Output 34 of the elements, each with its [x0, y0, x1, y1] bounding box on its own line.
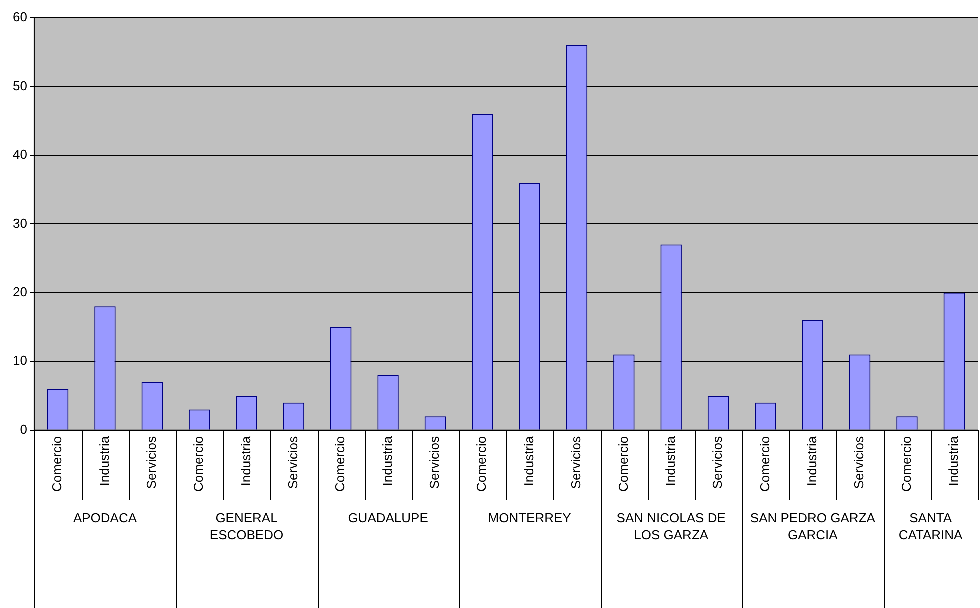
x-tick-label: Industria: [380, 436, 395, 486]
x-tick-label: Industria: [238, 436, 254, 486]
y-tick-label: 60: [12, 10, 28, 25]
x-tick-label: Industria: [96, 436, 112, 486]
x-tick-label: Comercio: [191, 436, 206, 492]
x-tick-label: Comercio: [898, 436, 914, 492]
x-tick-label: Industria: [521, 436, 536, 486]
y-tick-label: 50: [12, 78, 28, 94]
x-tick-label: Servicios: [144, 436, 159, 490]
x-tick-label: Servicios: [427, 436, 442, 490]
x-tick-label: Comercio: [757, 436, 772, 492]
text: GUADALUPE: [348, 510, 429, 526]
text: SAN NICOLAS DE LOS GARZA: [616, 510, 726, 542]
y-tick-label: 0: [20, 422, 28, 437]
x-tick-label: Industria: [804, 436, 820, 486]
x-tick-label: Comercio: [332, 436, 348, 492]
text: GENERAL ESCOBEDO: [210, 510, 284, 542]
text: SAN PEDRO GARZA GARCIA: [750, 510, 876, 542]
x-tick-label: Industria: [946, 436, 961, 486]
text: MONTERREY: [488, 510, 572, 526]
y-tick-label: 10: [12, 353, 28, 368]
text: APODACA: [73, 510, 138, 526]
x-tick-label: Industria: [662, 436, 678, 486]
text: SANTA CATARINA: [898, 510, 964, 542]
x-tick-label: Servicios: [286, 436, 301, 490]
x-tick-label: Servicios: [710, 436, 726, 490]
x-tick-label: Servicios: [852, 436, 867, 490]
x-tick-label: Comercio: [50, 436, 65, 492]
x-tick-label: Servicios: [568, 436, 584, 490]
y-tick-label: 30: [12, 216, 28, 231]
x-tick-label: Comercio: [474, 436, 490, 492]
y-tick-label: 20: [12, 284, 28, 300]
y-tick-label: 40: [12, 147, 28, 162]
x-tick-label: Comercio: [616, 436, 631, 492]
